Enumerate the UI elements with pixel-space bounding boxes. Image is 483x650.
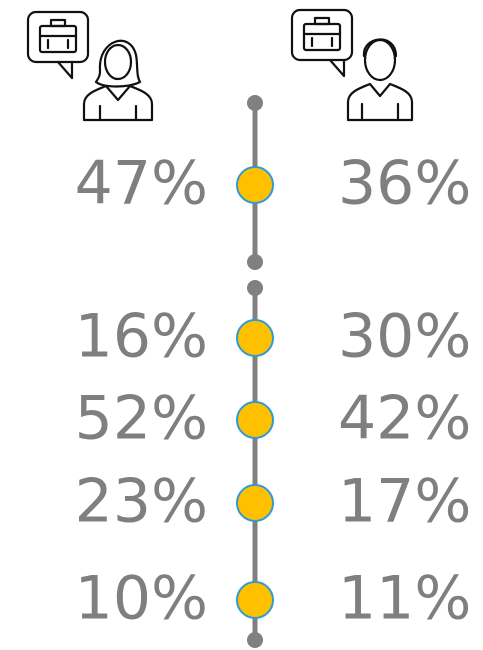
right-percent: 30% [338,302,471,372]
left-percent: 10% [75,564,208,634]
right-percent: 42% [338,384,471,454]
left-percent: 23% [75,467,208,537]
left-percent: 16% [75,302,208,372]
right-percent: 11% [338,564,471,634]
timeline-dot [236,166,274,204]
timeline-cap [247,280,263,296]
timeline-dot [236,581,274,619]
timeline-cap [247,95,263,111]
man-icon [290,8,414,122]
right-percent: 36% [338,149,471,219]
timeline-cap [247,254,263,270]
timeline-dot [236,319,274,357]
right-percent: 17% [338,467,471,537]
timeline-dot [236,401,274,439]
timeline-cap [247,632,263,648]
left-percent: 47% [75,149,208,219]
timeline-dot [236,484,274,522]
woman-icon [26,10,154,122]
left-percent: 52% [75,384,208,454]
